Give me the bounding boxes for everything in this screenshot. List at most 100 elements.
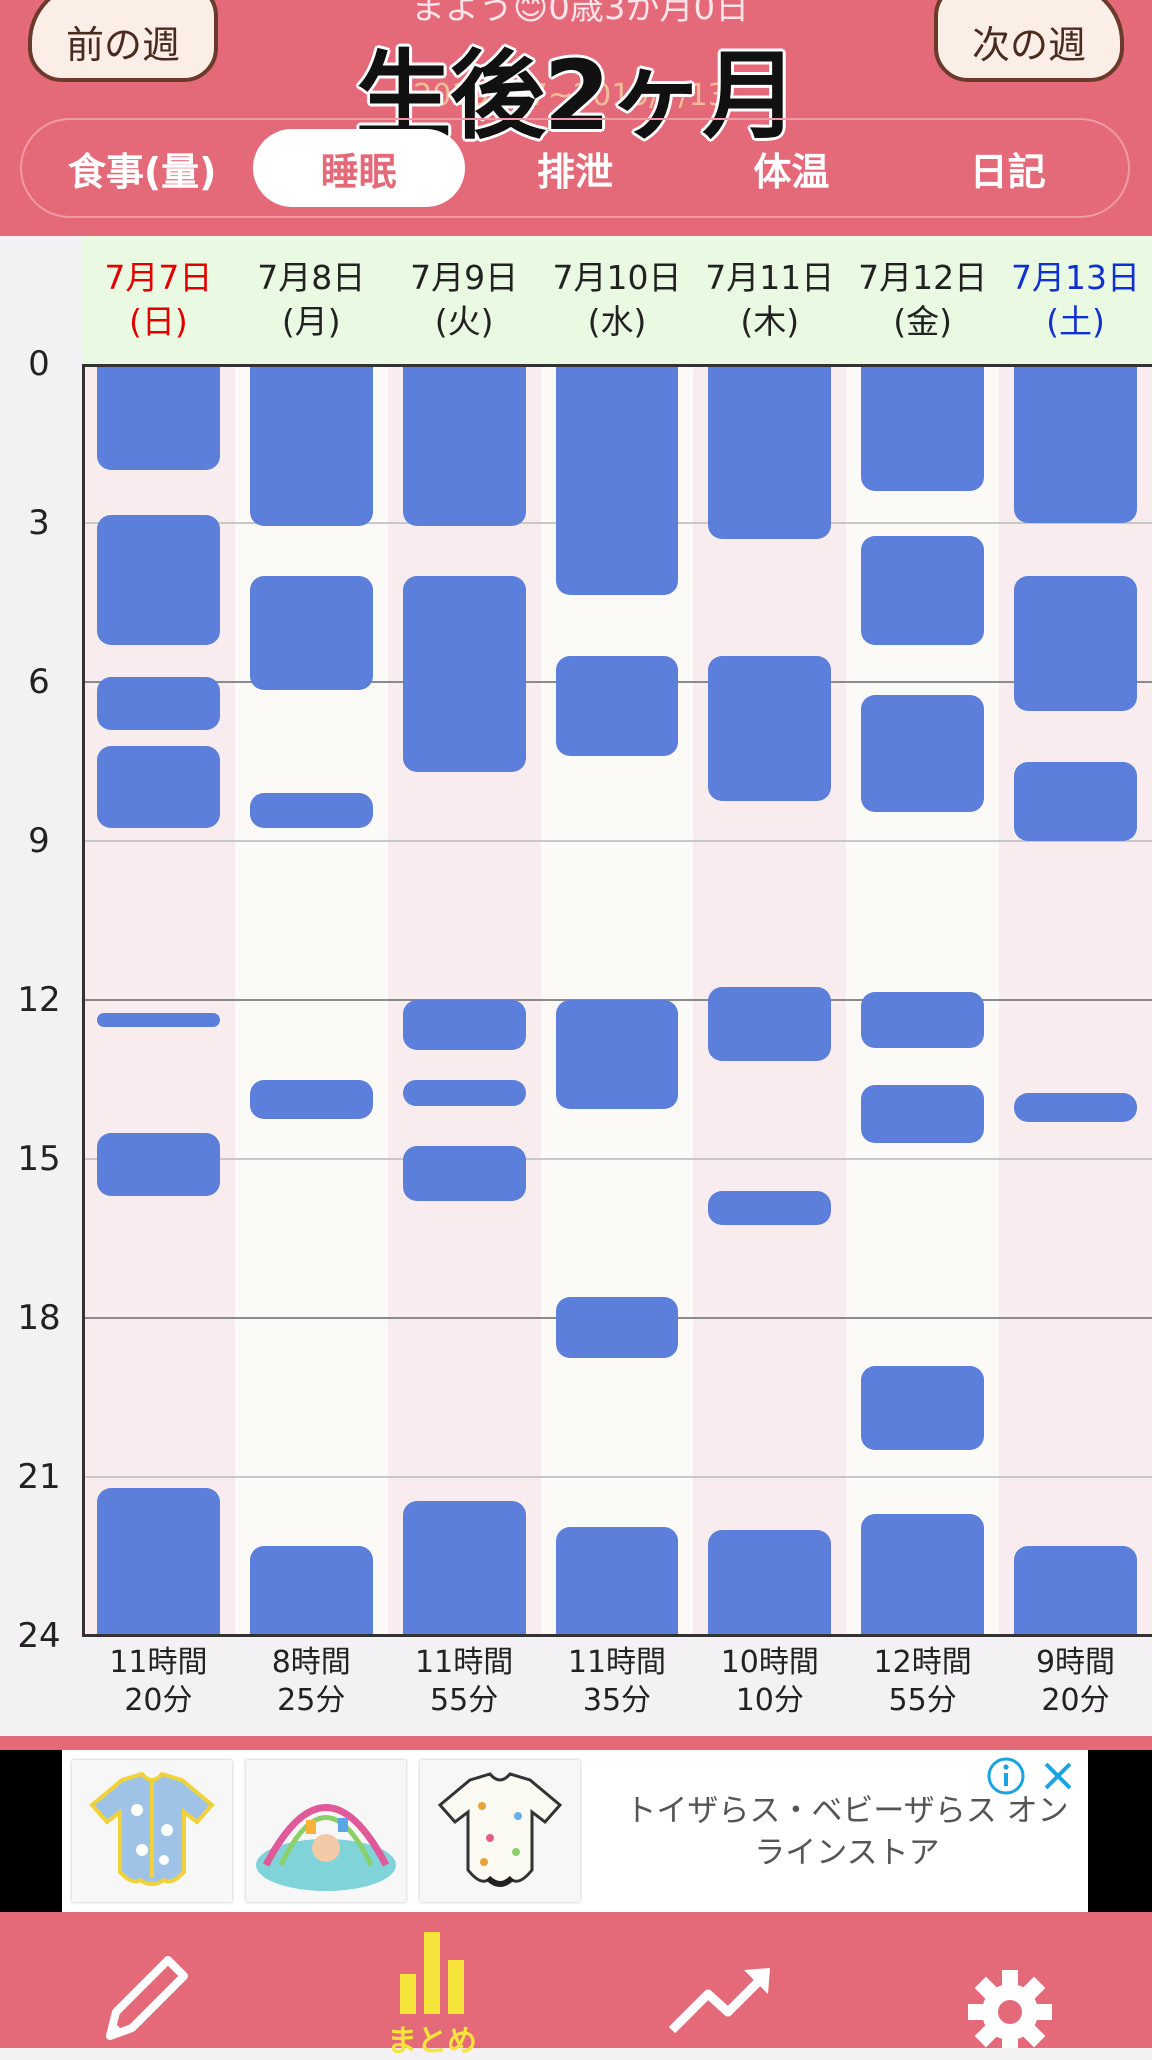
tab-temperature[interactable]: 体温: [753, 149, 830, 194]
ad-thumb-romper-white[interactable]: [420, 1760, 580, 1902]
daily-total: 11時間 20分: [82, 1644, 235, 1734]
sleep-bar[interactable]: [861, 1084, 985, 1144]
sleep-bar[interactable]: [708, 364, 832, 539]
day-weekday: (土): [1046, 302, 1105, 341]
nav-record[interactable]: [44, 1912, 244, 2048]
sleep-bar[interactable]: [402, 1079, 526, 1106]
sleep-bar[interactable]: [97, 676, 220, 730]
gridline: [82, 840, 1152, 842]
sleep-bar[interactable]: [249, 793, 373, 828]
sleep-bar[interactable]: [97, 745, 220, 828]
sleep-bar[interactable]: [555, 364, 679, 595]
day-date: 7月8日: [257, 258, 366, 297]
daily-totals-row: 11時間 20分 8時間 25分 11時間 55分 11時間 35分 10時間 10分 1…: [82, 1644, 1152, 1734]
sleep-bar[interactable]: [861, 695, 985, 812]
day-header: 7月8日 (月): [235, 236, 388, 364]
sleep-bar[interactable]: [555, 1296, 679, 1358]
gridline: [82, 1158, 1152, 1160]
sleep-chart: [82, 364, 1152, 1637]
sleep-bar[interactable]: [97, 1487, 220, 1636]
sleep-bar[interactable]: [249, 576, 373, 690]
daily-total: 11時間 55分: [388, 1644, 541, 1734]
sleep-bar[interactable]: [402, 364, 526, 526]
bar-chart-icon: [400, 1932, 464, 2014]
day-weekday: (水): [587, 302, 647, 341]
sleep-bar[interactable]: [1014, 576, 1137, 712]
sleep-bar[interactable]: [861, 992, 985, 1048]
sleep-bar[interactable]: [555, 1527, 679, 1636]
total-hours: 11時間: [415, 1645, 514, 1680]
axis-bottom: [82, 1634, 1152, 1637]
sleep-bar[interactable]: [97, 1013, 220, 1027]
y-tick-label: 3: [28, 503, 50, 543]
y-tick-label: 15: [17, 1139, 61, 1179]
total-hours: 11時間: [109, 1645, 208, 1680]
category-tabs: 食事(量) 睡眠 排泄 体温 日記: [20, 118, 1130, 218]
nav-settings[interactable]: [908, 1912, 1108, 2054]
sleep-bar[interactable]: [555, 655, 679, 757]
total-minutes: 35分: [582, 1683, 652, 1718]
sleep-bar[interactable]: [402, 1145, 526, 1202]
total-minutes: 20分: [124, 1683, 193, 1718]
day-header: 7月10日 (水): [541, 236, 694, 364]
day-weekday: (金): [893, 302, 953, 341]
sleep-bar[interactable]: [249, 1545, 373, 1636]
sleep-bar[interactable]: [1014, 364, 1137, 523]
ad-controls: [986, 1756, 1078, 1805]
axis-left: [82, 364, 85, 1636]
tab-diary[interactable]: 日記: [969, 149, 1046, 194]
day-date: 7月7日: [104, 258, 213, 297]
sleep-bar[interactable]: [97, 364, 220, 470]
day-weekday: (日): [129, 302, 188, 341]
prev-week-button[interactable]: 前の週: [28, 0, 218, 82]
tab-sleep[interactable]: 睡眠: [252, 129, 465, 207]
ad-text[interactable]: トイザらス・ベビーザらス オンラインストア: [625, 1793, 1069, 1871]
ad-content[interactable]: トイザらス・ベビーザらス オンラインストア: [62, 1750, 1088, 1912]
sleep-bar[interactable]: [97, 1132, 220, 1197]
total-hours: 11時間: [567, 1645, 667, 1680]
y-tick-label: 9: [28, 821, 50, 861]
sleep-bar[interactable]: [249, 1079, 373, 1120]
sleep-bar[interactable]: [97, 515, 220, 645]
daily-total: 12時間 55分: [846, 1644, 999, 1734]
sleep-bar[interactable]: [555, 1000, 679, 1109]
sleep-bar[interactable]: [708, 1530, 832, 1636]
ad-divider: [0, 1736, 1152, 1750]
total-hours: 8時間: [271, 1645, 351, 1680]
day-date: 7月13日: [1010, 258, 1140, 297]
day-date: 7月10日: [552, 258, 682, 297]
total-minutes: 25分: [277, 1683, 346, 1718]
trend-icon: [668, 1968, 770, 2034]
gear-icon: [968, 1970, 1052, 2054]
sleep-bar[interactable]: [1014, 761, 1137, 841]
sleep-bar[interactable]: [861, 364, 985, 492]
nav-trend[interactable]: [620, 1912, 820, 2048]
sleep-bar[interactable]: [708, 1190, 832, 1226]
day-header: 7月11日 (木): [693, 236, 846, 364]
sleep-bar[interactable]: [708, 986, 832, 1061]
sleep-bar[interactable]: [402, 1500, 526, 1636]
sleep-bar[interactable]: [402, 1000, 526, 1051]
nav-summary[interactable]: まとめ: [332, 1912, 532, 2059]
total-hours: 9時間: [1035, 1645, 1116, 1680]
sleep-bar[interactable]: [402, 576, 526, 773]
sleep-bar[interactable]: [1014, 1545, 1137, 1636]
day-weekday: (火): [434, 302, 494, 341]
sleep-bar[interactable]: [861, 1514, 985, 1636]
tab-excretion[interactable]: 排泄: [536, 149, 613, 194]
tab-meal[interactable]: 食事(量): [67, 149, 217, 194]
sleep-bar[interactable]: [1014, 1092, 1137, 1122]
sleep-bar[interactable]: [861, 1365, 985, 1451]
day-date: 7月11日: [705, 258, 835, 297]
ad-thumb-play-gym[interactable]: [246, 1760, 406, 1902]
axis-top: [82, 364, 1152, 367]
sleep-bar[interactable]: [708, 655, 832, 802]
app-header: まよう😊0歳3か月0日 前の週 次の週 2019/7/7~2019/7/13 生…: [0, 0, 1152, 236]
sleep-bar[interactable]: [861, 536, 985, 645]
total-minutes: 20分: [1041, 1683, 1110, 1718]
ad-close-icon[interactable]: [1038, 1756, 1078, 1805]
ad-info-icon[interactable]: [986, 1756, 1026, 1805]
ad-thumb-romper-blue[interactable]: [72, 1760, 232, 1902]
sleep-bar[interactable]: [249, 364, 373, 526]
next-week-button[interactable]: 次の週: [934, 0, 1124, 82]
